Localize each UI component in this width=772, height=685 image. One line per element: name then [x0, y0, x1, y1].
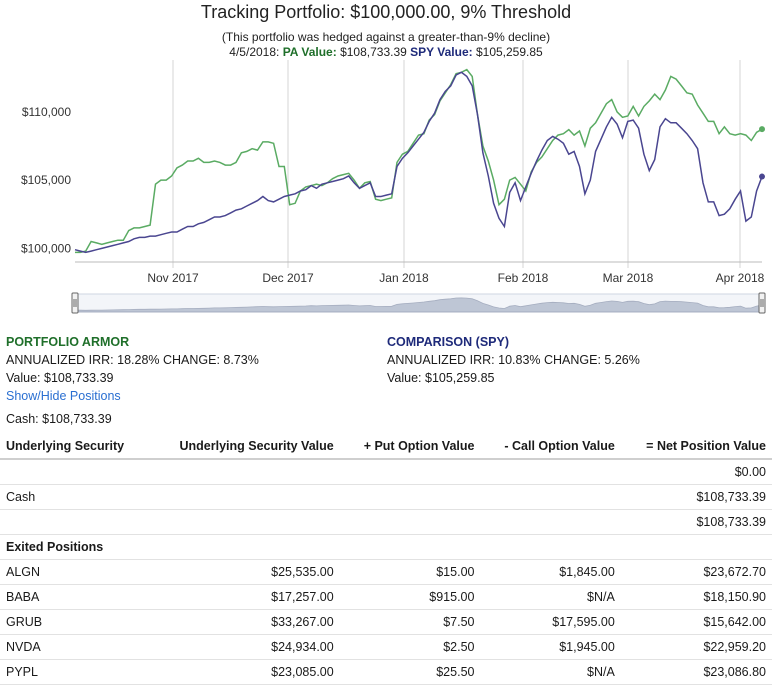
col-underlying-security: Underlying Security: [0, 434, 150, 460]
table-row: NVDA $24,934.00 $2.50 $1,945.00 $22,959.…: [0, 634, 772, 660]
table-cell: [339, 484, 481, 510]
cash-line: Cash: $108,733.39: [6, 412, 112, 426]
table-cell: $N/A: [480, 584, 621, 610]
show-hide-positions-link[interactable]: Show/Hide Positions: [6, 389, 121, 403]
tooltip-pa-value: $108,733.39: [340, 45, 407, 59]
chart-title: Tracking Portfolio: $100,000.00, 9% Thre…: [200, 2, 572, 22]
table-row: $108,733.39: [0, 509, 772, 535]
table-cell: [149, 509, 340, 535]
pa-heading: PORTFOLIO ARMOR: [6, 335, 130, 349]
series-end-marker-pa: [759, 126, 765, 133]
pa-summary: PORTFOLIO ARMOR ANNUALIZED IRR: 18.28% C…: [6, 333, 259, 387]
tooltip-pa-label: PA Value:: [282, 45, 337, 59]
x-tick-label: Nov 2017: [147, 271, 199, 285]
table-cell: $15,642.00: [620, 609, 772, 635]
table-cell: [149, 484, 340, 510]
positions-table: Underlying Security Underlying Security …: [0, 434, 772, 685]
x-tick-label: Feb 2018: [498, 271, 549, 285]
table-row: ALGN $25,535.00 $15.00 $1,845.00 $23,672…: [0, 559, 772, 585]
table-cell: [339, 509, 481, 535]
spy-summary: COMPARISON (SPY) ANNUALIZED IRR: 10.83% …: [387, 333, 640, 387]
table-cell: $1,845.00: [480, 559, 621, 585]
series-end-marker-spy: [759, 173, 765, 180]
table-cell: $17,595.00: [480, 609, 621, 635]
table-row: PYPL $23,085.00 $25.50 $N/A $23,086.80: [0, 659, 772, 685]
table-cell: $18,150.90: [620, 584, 772, 610]
table-cell: Cash: [0, 484, 150, 510]
table-cell: $24,934.00: [149, 634, 340, 660]
table-cell: $7.50: [339, 609, 481, 635]
series-line-spy: [74, 71, 763, 254]
x-tick-label: Dec 2017: [262, 271, 314, 285]
hover-tooltip: 4/5/2018: PA Value: $108,733.39 SPY Valu…: [0, 45, 772, 59]
table-row: $0.00: [0, 459, 772, 485]
spy-value: Value: $105,259.85: [387, 371, 495, 385]
hedge-note: (This portfolio was hedged against a gre…: [221, 30, 551, 44]
spy-stats: ANNUALIZED IRR: 10.83% CHANGE: 5.26%: [387, 353, 640, 367]
table-cell: PYPL: [0, 659, 150, 685]
exited-positions-label: Exited Positions: [0, 534, 150, 560]
table-cell: [480, 459, 621, 485]
table-cell: $108,733.39: [620, 484, 772, 510]
navigator-handle-right[interactable]: [758, 292, 766, 314]
x-tick-label: Mar 2018: [603, 271, 654, 285]
col-put-value: + Put Option Value: [339, 434, 481, 460]
x-tick-label: Jan 2018: [379, 271, 429, 285]
table-row: GRUB $33,267.00 $7.50 $17,595.00 $15,642…: [0, 609, 772, 635]
y-tick-label: $110,000: [22, 105, 71, 119]
col-underlying-value: Underlying Security Value: [149, 434, 340, 460]
table-header-row: Underlying Security Underlying Security …: [0, 434, 772, 460]
y-tick-label: $100,000: [21, 241, 71, 255]
table-cell: $25.50: [339, 659, 481, 685]
navigator-handle-left[interactable]: [71, 292, 79, 314]
table-cell: BABA: [0, 584, 150, 610]
spy-heading: COMPARISON (SPY): [387, 335, 509, 349]
table-cell: $22,959.20: [620, 634, 772, 660]
table-cell: [480, 509, 621, 535]
table-cell: $915.00: [339, 584, 481, 610]
table-cell: $N/A: [480, 659, 621, 685]
navigator-area: [74, 297, 763, 313]
table-cell: $23,672.70: [620, 559, 772, 585]
table-cell: $15.00: [339, 559, 481, 585]
table-row: Cash $108,733.39: [0, 484, 772, 510]
table-cell: $25,535.00: [149, 559, 340, 585]
table-row: BABA $17,257.00 $915.00 $N/A $18,150.90: [0, 584, 772, 610]
tooltip-spy-value: $105,259.85: [475, 45, 543, 59]
table-cell: [149, 459, 340, 485]
table-cell: $2.50: [339, 634, 481, 660]
table-cell: $33,267.00: [149, 609, 340, 635]
table-cell: [339, 459, 481, 485]
table-cell: $108,733.39: [620, 509, 772, 535]
portfolio-chart[interactable]: Nov 2017 Dec 2017 Jan 2018 Feb 2018 Mar 2018…: [0, 0, 772, 330]
table-cell: GRUB: [0, 609, 150, 635]
pa-stats: ANNUALIZED IRR: 18.28% CHANGE: 8.73%: [6, 353, 259, 367]
x-tick-label: Apr 2018: [716, 271, 765, 285]
table-cell: $0.00: [620, 459, 772, 485]
pa-value: Value: $108,733.39: [6, 371, 114, 385]
table-cell: $1,945.00: [480, 634, 621, 660]
table-cell: $23,085.00: [149, 659, 340, 685]
y-tick-label: $105,000: [21, 173, 71, 187]
table-cell: $17,257.00: [149, 584, 340, 610]
tooltip-spy-label: SPY Value:: [410, 45, 473, 59]
table-cell: [0, 509, 150, 535]
table-cell: $23,086.80: [620, 659, 772, 685]
col-net-value: = Net Position Value: [620, 434, 772, 460]
table-cell: [0, 459, 150, 485]
table-cell: NVDA: [0, 634, 150, 660]
table-cell: [480, 484, 621, 510]
series-line-pa: [75, 68, 763, 254]
col-call-value: - Call Option Value: [480, 434, 621, 460]
tooltip-date: 4/5/2018:: [229, 45, 280, 59]
exited-section-row: Exited Positions: [0, 534, 772, 560]
table-cell: ALGN: [0, 559, 150, 585]
